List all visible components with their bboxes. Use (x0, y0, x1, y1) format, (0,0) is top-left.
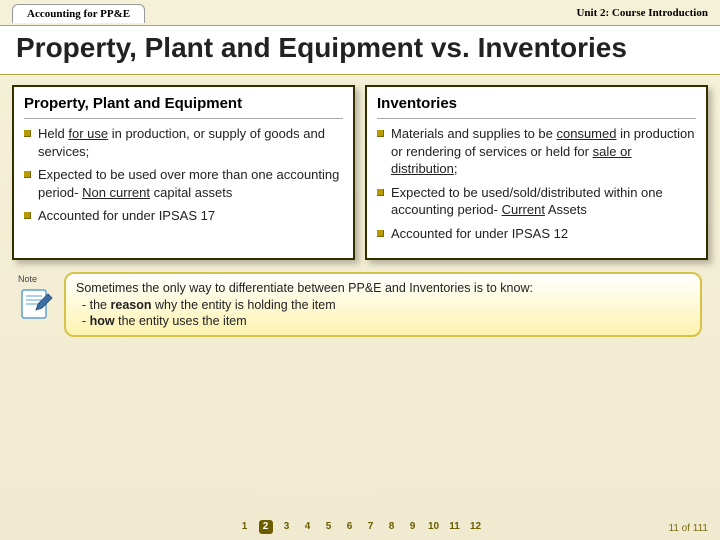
column-inventories: Inventories Materials and supplies to be… (365, 85, 708, 260)
page-link[interactable]: 11 (448, 520, 462, 534)
page-link[interactable]: 5 (322, 520, 336, 534)
page-link[interactable]: 3 (280, 520, 294, 534)
note-icon (18, 286, 54, 322)
page-link[interactable]: 8 (385, 520, 399, 534)
page-link[interactable]: 4 (301, 520, 315, 534)
note-box: Sometimes the only way to differentiate … (64, 272, 702, 337)
list-item: Held for use in production, or supply of… (24, 125, 343, 160)
note-row: Note Sometimes the only way to different… (0, 266, 720, 337)
note-label-wrap: Note (18, 272, 56, 327)
list-item: Accounted for under IPSAS 17 (24, 207, 343, 225)
page-link[interactable]: 2 (259, 520, 273, 534)
column-ppe-list: Held for use in production, or supply of… (24, 125, 343, 225)
column-ppe-heading: Property, Plant and Equipment (24, 95, 343, 119)
list-item: Expected to be used over more than one a… (24, 166, 343, 201)
course-tab: Accounting for PP&E (12, 4, 145, 23)
header-bar: Accounting for PP&E Unit 2: Course Intro… (0, 0, 720, 25)
page-link[interactable]: 9 (406, 520, 420, 534)
page-link[interactable]: 10 (427, 520, 441, 534)
page-count: 11 of 111 (669, 523, 709, 534)
title-band: Property, Plant and Equipment vs. Invent… (0, 25, 720, 75)
note-line2: - the reason why the entity is holding t… (76, 297, 690, 313)
list-item: Materials and supplies to be consumed in… (377, 125, 696, 178)
unit-label: Unit 2: Course Introduction (576, 4, 708, 23)
comparison-columns: Property, Plant and Equipment Held for u… (0, 75, 720, 266)
note-line3: - how the entity uses the item (76, 313, 690, 329)
note-line1: Sometimes the only way to differentiate … (76, 280, 690, 296)
page-title: Property, Plant and Equipment vs. Invent… (16, 32, 704, 64)
page-link[interactable]: 7 (364, 520, 378, 534)
column-inventories-heading: Inventories (377, 95, 696, 119)
note-label: Note (18, 272, 56, 284)
page-link[interactable]: 12 (469, 520, 483, 534)
page-link[interactable]: 6 (343, 520, 357, 534)
column-ppe: Property, Plant and Equipment Held for u… (12, 85, 355, 260)
list-item: Accounted for under IPSAS 12 (377, 225, 696, 243)
column-inventories-list: Materials and supplies to be consumed in… (377, 125, 696, 242)
page-link[interactable]: 1 (238, 520, 252, 534)
list-item: Expected to be used/sold/distributed wit… (377, 184, 696, 219)
pager: 1 2 3 4 5 6 7 8 9 10 11 12 (0, 520, 720, 534)
